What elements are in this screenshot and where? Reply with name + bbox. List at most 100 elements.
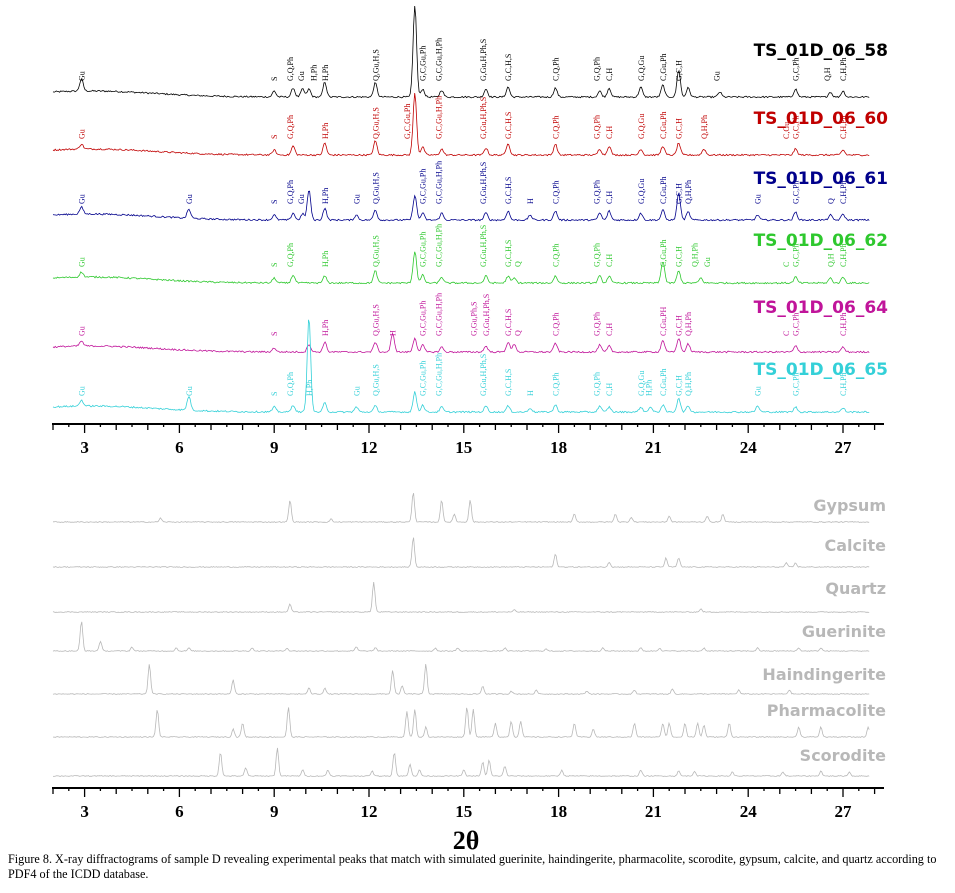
x-tick-label: 24 bbox=[740, 802, 758, 821]
x-tick-label: 6 bbox=[175, 802, 184, 821]
peak-annotation: Q,H,Ph bbox=[684, 372, 693, 396]
peak-annotation: H,Ph bbox=[321, 123, 330, 139]
x-axis-label: 2θ bbox=[453, 826, 480, 850]
peak-annotation: G,Q,Ph bbox=[593, 243, 602, 267]
peak-annotation: G,C,Gu,H,Ph bbox=[435, 293, 444, 336]
x-tick-label: 18 bbox=[550, 802, 567, 821]
peak-annotation: G,Q,Ph bbox=[286, 115, 295, 139]
peak-annotation: S bbox=[270, 200, 279, 204]
peak-annotation: G,C,Ph bbox=[792, 57, 801, 81]
series-name-label: Calcite bbox=[825, 536, 887, 555]
peak-annotation: G,C,Gu,H,Ph bbox=[435, 353, 444, 396]
peak-annotation: G,C,Ph bbox=[792, 180, 801, 204]
series-name-label: Pharmacolite bbox=[767, 701, 886, 720]
peak-annotation: Gu bbox=[185, 194, 194, 204]
x-tick-label: 12 bbox=[361, 438, 378, 457]
peak-annotation: C,Gu,Ph bbox=[659, 176, 668, 204]
peak-annotation: H bbox=[526, 390, 535, 396]
peak-annotation: S bbox=[270, 77, 279, 81]
peak-annotation: G,C,Gu,Ph bbox=[419, 169, 428, 204]
series-name-label: TS_01D_06_62 bbox=[754, 231, 888, 251]
peak-annotation: S bbox=[270, 263, 279, 267]
series-line bbox=[52, 332, 870, 354]
peak-annotation: G,Q,Ph bbox=[593, 57, 602, 81]
peak-annotation: G,C,Ph bbox=[792, 372, 801, 396]
peak-annotation: G,C,H,S bbox=[504, 309, 513, 336]
x-tick-label: 15 bbox=[455, 802, 472, 821]
peak-annotation: C,Q,Ph bbox=[551, 180, 560, 204]
peak-annotation: Q bbox=[514, 330, 523, 336]
series-name-label: Scorodite bbox=[800, 746, 886, 765]
peak-annotation: C,H bbox=[605, 68, 614, 81]
peak-annotation: C,Gu,Ph bbox=[659, 53, 668, 81]
peak-annotation: G,C,H,S bbox=[504, 240, 513, 267]
peak-annotation: C,Q,Ph bbox=[551, 372, 560, 396]
peak-annotation: C,H bbox=[605, 383, 614, 396]
series-line bbox=[52, 5, 870, 99]
peak-annotation: C,Gu,Ph bbox=[659, 239, 668, 267]
series-name-label: Quartz bbox=[825, 579, 886, 598]
series-calcite: Calcite bbox=[52, 536, 887, 568]
peak-annotation: G,C,H bbox=[675, 118, 684, 139]
x-tick-label: 27 bbox=[835, 438, 853, 457]
peak-annotation: G,C,Gu,Ph bbox=[419, 361, 428, 396]
x-tick-label: 12 bbox=[361, 802, 378, 821]
series-quartz: Quartz bbox=[52, 579, 886, 613]
series-haindingerite: Haindingerite bbox=[52, 663, 886, 695]
peak-annotation: G,C,H bbox=[675, 375, 684, 396]
peak-annotation: G,Q,Gu bbox=[637, 179, 646, 204]
peak-annotation: Gu bbox=[352, 194, 361, 204]
peak-annotation: G,C,H bbox=[675, 60, 684, 81]
peak-annotation: C,H bbox=[605, 191, 614, 204]
peak-annotation: G,Gu,H,Ph,S bbox=[479, 97, 488, 139]
peak-annotation: Q,H bbox=[823, 67, 832, 81]
peak-annotation: Gu bbox=[185, 386, 194, 396]
series-line bbox=[52, 92, 870, 157]
series-line bbox=[52, 621, 870, 652]
peak-annotation: G,C,Ph bbox=[792, 115, 801, 139]
peak-annotation: Q,Gu,H,S bbox=[371, 364, 380, 396]
peak-annotation: G,C,H,S bbox=[504, 369, 513, 396]
peak-annotation: G,Q,Ph bbox=[593, 372, 602, 396]
peak-annotation: S bbox=[270, 392, 279, 396]
peak-annotation: H bbox=[526, 198, 535, 204]
peak-annotation: C,Gu,Ph bbox=[659, 111, 668, 139]
peak-annotation: G,Q,Ph bbox=[593, 115, 602, 139]
peak-annotation: Gu bbox=[77, 71, 86, 81]
peak-annotation: G,Gu,H,Ph,S bbox=[482, 294, 491, 336]
peak-annotation: G,C,Ph bbox=[792, 243, 801, 267]
peak-annotation: H,Ph bbox=[321, 65, 330, 81]
peak-annotation: G,Q,Gu bbox=[637, 114, 646, 139]
peak-annotation: C,Q,Ph bbox=[551, 57, 560, 81]
peak-annotation: Q,H,Ph bbox=[700, 115, 709, 139]
peak-annotation: C,H,Ph bbox=[839, 57, 848, 81]
figure-caption: Figure 8. X-ray diffractograms of sample… bbox=[8, 852, 937, 881]
peak-annotation: Gu bbox=[703, 257, 712, 267]
series-name-label: Gypsum bbox=[813, 496, 886, 515]
peak-annotation: Q,H,Ph bbox=[684, 312, 693, 336]
peak-annotation: G,Gu,Ph,S bbox=[469, 302, 478, 336]
peak-annotation: G,C,Gu,H,Ph bbox=[435, 96, 444, 139]
peak-annotation: G,Q,Ph bbox=[286, 180, 295, 204]
series-guerinite: Guerinite bbox=[52, 621, 886, 652]
series-line bbox=[52, 319, 870, 414]
series-scorodite: Scorodite bbox=[52, 746, 886, 777]
series-name-label: Haindingerite bbox=[762, 665, 886, 684]
series-pharmacolite: Pharmacolite bbox=[52, 701, 886, 738]
x-tick-label: 15 bbox=[455, 438, 472, 457]
peak-annotation: G,Q,Ph bbox=[286, 243, 295, 267]
peak-annotation: G,Q,Gu bbox=[637, 56, 646, 81]
series-line bbox=[53, 492, 870, 523]
series-ts-01d-06-65: TS_01D_06_65 Gu Gu S G,Q,Ph H,Ph Gu Q,Gu,H,S G,C… bbox=[52, 319, 888, 414]
peak-annotation: C,H,Ph bbox=[839, 312, 848, 336]
series-line bbox=[52, 663, 870, 695]
peak-annotation: C,Gu bbox=[782, 122, 791, 139]
peak-annotation: H bbox=[389, 330, 398, 336]
peak-annotation: C bbox=[782, 331, 791, 336]
peak-annotation: Gu bbox=[77, 257, 86, 267]
peak-annotation: Q,Gu,H,S bbox=[371, 235, 380, 267]
reference-panel: 3 6 9 12 15 18 21 24 27 2θ Gypsum Calcite Quartz Guer… bbox=[52, 492, 887, 850]
peak-annotation: C bbox=[782, 262, 791, 267]
